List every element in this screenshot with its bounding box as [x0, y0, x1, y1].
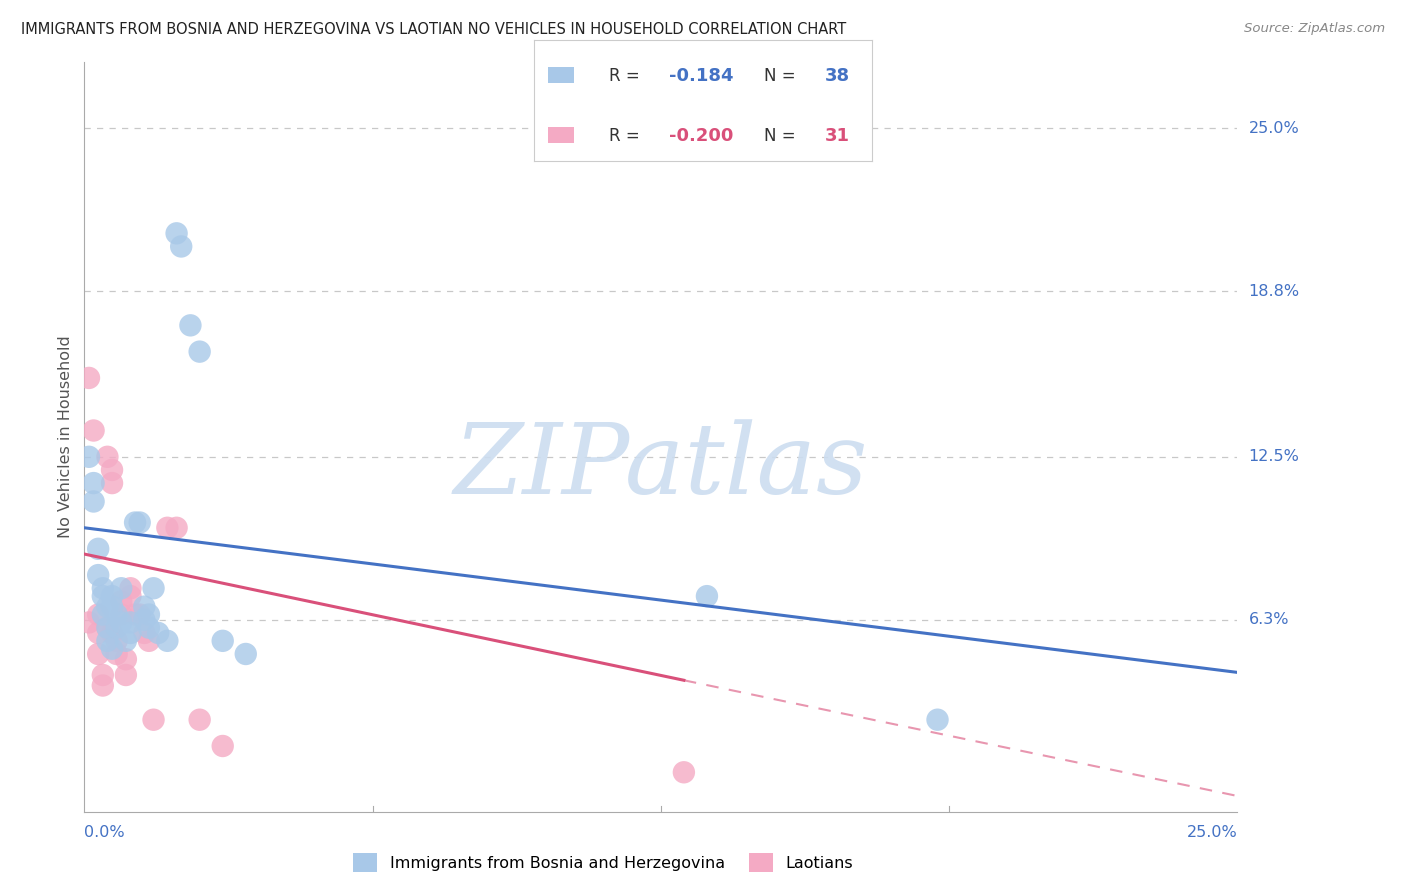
- Point: [134, 599, 156, 614]
- Point: [96, 599, 118, 614]
- Point: [110, 615, 132, 630]
- Point: [128, 516, 150, 530]
- Point: [87, 607, 110, 622]
- Point: [120, 615, 142, 630]
- Point: [124, 607, 146, 622]
- Legend: Immigrants from Bosnia and Herzegovina, Laotians: Immigrants from Bosnia and Herzegovina, …: [347, 847, 859, 879]
- Text: 25.0%: 25.0%: [1187, 825, 1237, 840]
- Point: [138, 607, 160, 622]
- Point: [110, 594, 132, 608]
- Point: [672, 765, 695, 780]
- Point: [87, 541, 110, 556]
- Point: [188, 344, 211, 359]
- Text: 12.5%: 12.5%: [1249, 450, 1299, 465]
- Point: [87, 626, 110, 640]
- Point: [166, 227, 188, 241]
- Text: 6.3%: 6.3%: [1249, 612, 1289, 627]
- Point: [77, 615, 100, 630]
- Bar: [548, 128, 574, 143]
- Text: 25.0%: 25.0%: [1249, 120, 1299, 136]
- Text: N =: N =: [763, 128, 796, 145]
- Point: [156, 633, 179, 648]
- Point: [134, 626, 156, 640]
- Point: [138, 633, 160, 648]
- Text: 18.8%: 18.8%: [1249, 284, 1299, 299]
- Point: [77, 371, 100, 385]
- Text: Source: ZipAtlas.com: Source: ZipAtlas.com: [1244, 22, 1385, 36]
- Point: [101, 463, 124, 477]
- Text: 0.0%: 0.0%: [84, 825, 125, 840]
- Point: [120, 589, 142, 603]
- Point: [235, 647, 257, 661]
- Point: [134, 613, 156, 627]
- Point: [120, 581, 142, 595]
- Point: [142, 581, 165, 595]
- Point: [96, 450, 118, 464]
- Point: [101, 641, 124, 656]
- Text: IMMIGRANTS FROM BOSNIA AND HERZEGOVINA VS LAOTIAN NO VEHICLES IN HOUSEHOLD CORRE: IMMIGRANTS FROM BOSNIA AND HERZEGOVINA V…: [21, 22, 846, 37]
- Point: [83, 494, 105, 508]
- Point: [83, 476, 105, 491]
- Point: [170, 239, 193, 253]
- Point: [211, 633, 233, 648]
- Point: [96, 621, 118, 635]
- Point: [91, 607, 114, 622]
- Text: ZIPatlas: ZIPatlas: [454, 419, 868, 515]
- Point: [101, 626, 124, 640]
- Point: [188, 713, 211, 727]
- Text: -0.200: -0.200: [669, 128, 734, 145]
- Point: [105, 607, 128, 622]
- Bar: [548, 67, 574, 83]
- Point: [115, 652, 138, 666]
- Point: [101, 589, 124, 603]
- Point: [91, 589, 114, 603]
- Text: 31: 31: [824, 128, 849, 145]
- Point: [115, 633, 138, 648]
- Point: [211, 739, 233, 753]
- Text: N =: N =: [763, 67, 796, 86]
- Point: [110, 607, 132, 622]
- Text: -0.184: -0.184: [669, 67, 734, 86]
- Point: [105, 633, 128, 648]
- Point: [115, 668, 138, 682]
- Point: [696, 589, 718, 603]
- Point: [124, 516, 146, 530]
- Point: [77, 450, 100, 464]
- Point: [91, 668, 114, 682]
- Point: [101, 599, 124, 614]
- Point: [101, 476, 124, 491]
- Point: [96, 633, 118, 648]
- Point: [96, 621, 118, 635]
- Point: [105, 647, 128, 661]
- Point: [87, 647, 110, 661]
- Point: [128, 607, 150, 622]
- Point: [87, 568, 110, 582]
- Text: 38: 38: [824, 67, 849, 86]
- Text: R =: R =: [609, 128, 640, 145]
- Point: [146, 626, 169, 640]
- Text: R =: R =: [609, 67, 640, 86]
- Point: [138, 621, 160, 635]
- Point: [120, 626, 142, 640]
- Point: [110, 581, 132, 595]
- Point: [142, 713, 165, 727]
- Point: [927, 713, 949, 727]
- Point: [83, 424, 105, 438]
- Point: [179, 318, 201, 333]
- Point: [105, 621, 128, 635]
- Point: [91, 581, 114, 595]
- Point: [156, 521, 179, 535]
- Y-axis label: No Vehicles in Household: No Vehicles in Household: [58, 335, 73, 539]
- Point: [166, 521, 188, 535]
- Point: [91, 679, 114, 693]
